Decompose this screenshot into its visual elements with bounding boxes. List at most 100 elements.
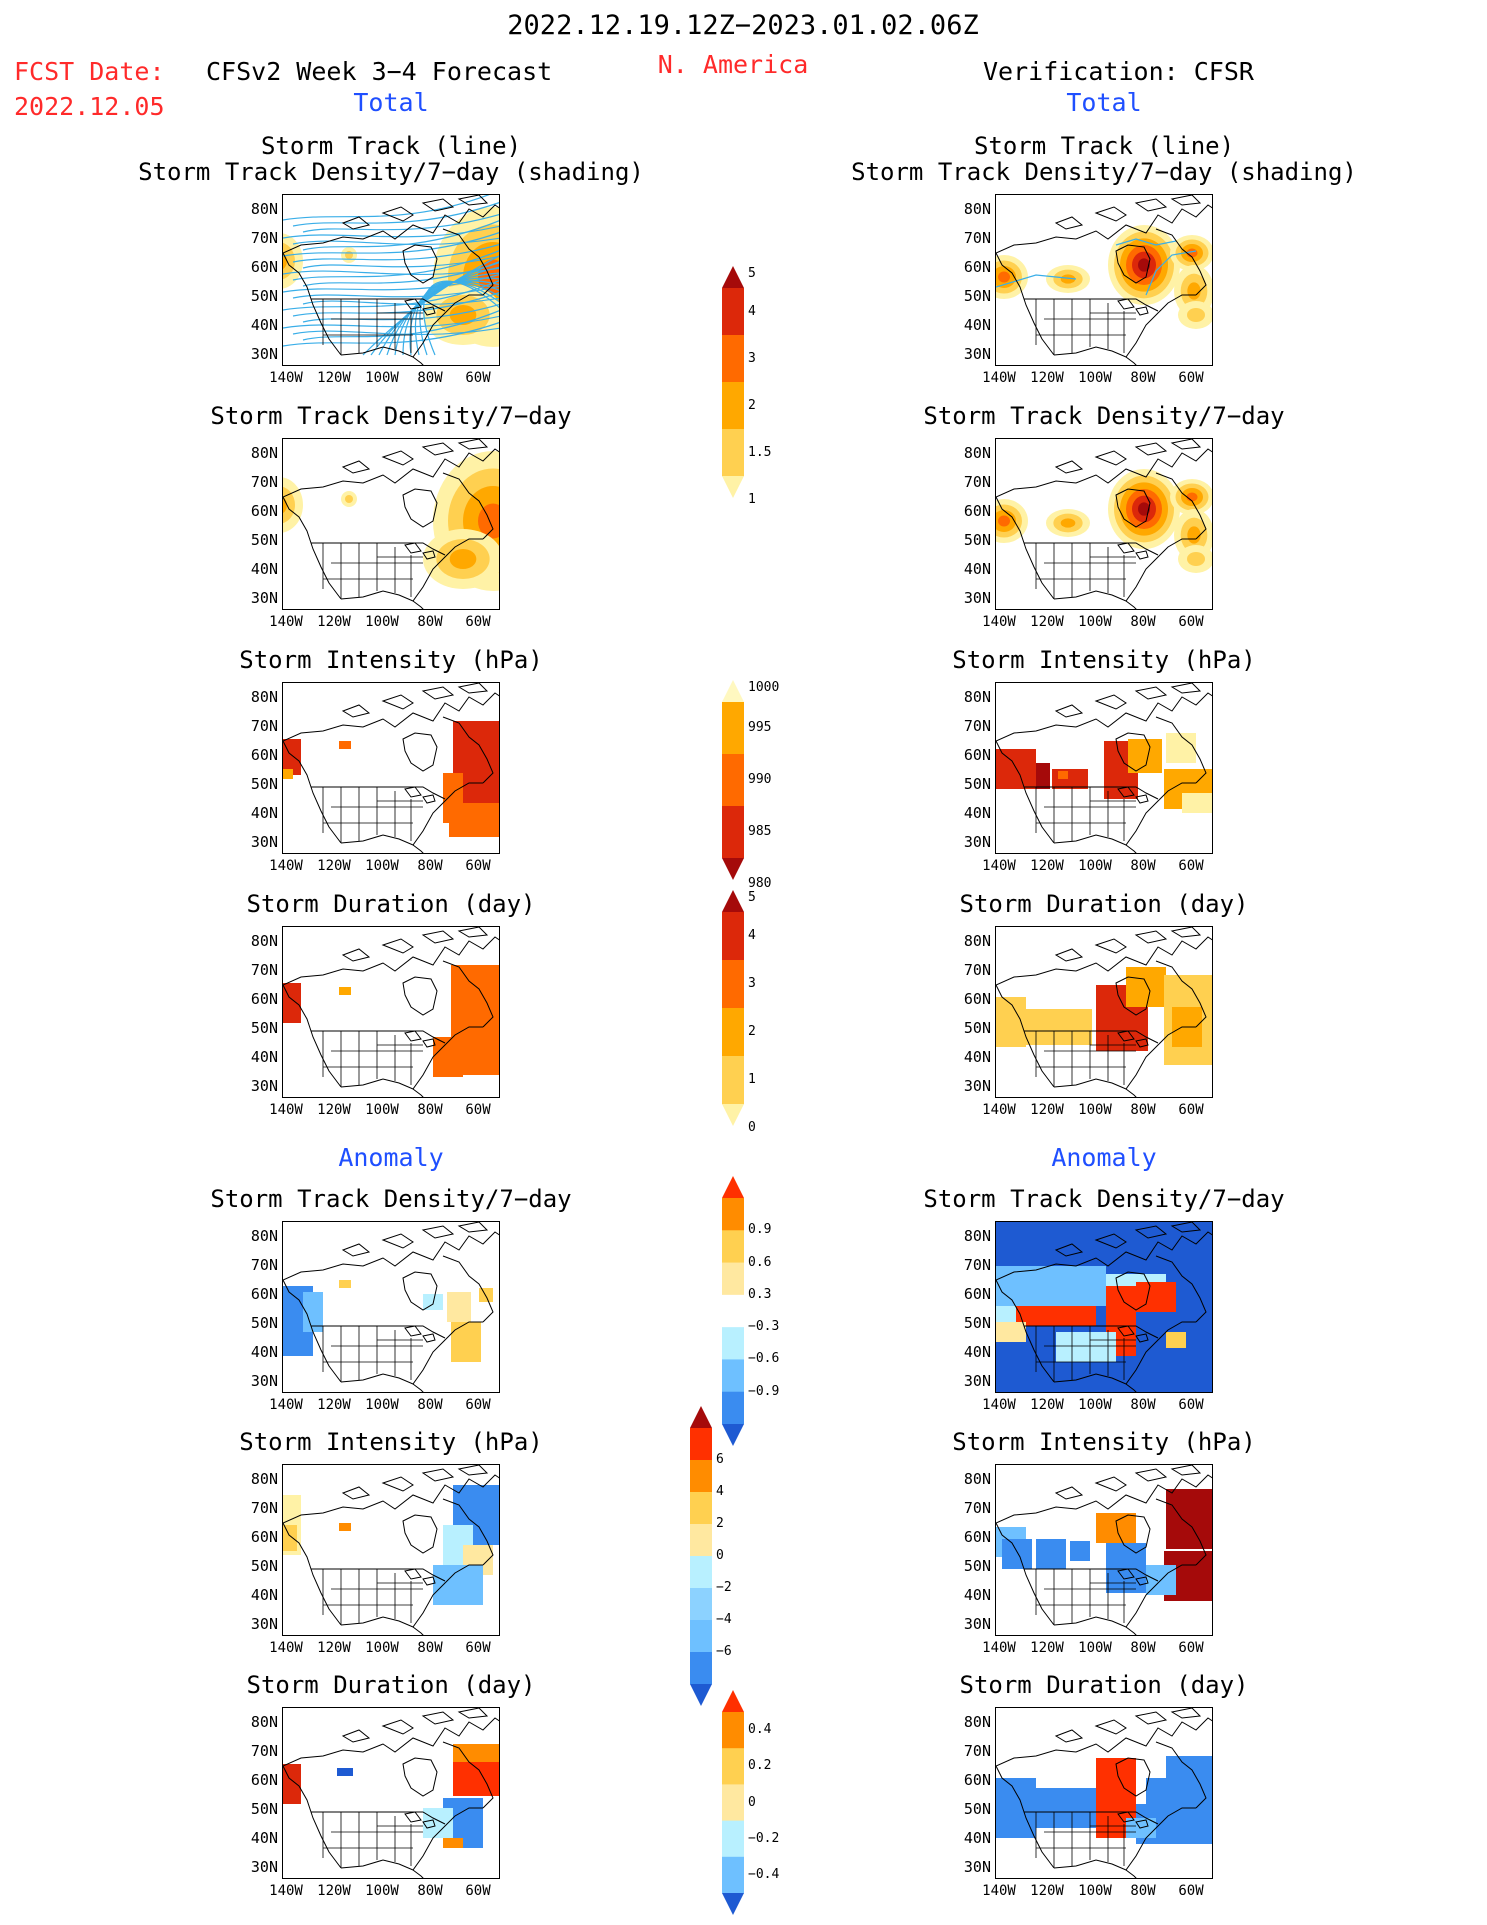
lat-tick-label: 80N	[250, 200, 278, 218]
density-blob	[345, 251, 353, 259]
lon-tick-label: 140W	[982, 614, 1016, 630]
colorbar-bottom-cap	[722, 1104, 744, 1126]
lon-tick-label: 100W	[365, 1883, 399, 1899]
lat-tick-label: 50N	[963, 775, 991, 793]
lon-tick-label: 100W	[1078, 1640, 1112, 1656]
lat-tick-label: 30N	[963, 1858, 991, 1876]
lon-tick-label: 100W	[1078, 370, 1112, 386]
density-blob	[998, 271, 1010, 283]
map-panel-fc-duration	[282, 926, 500, 1098]
lat-tick-label: 50N	[250, 287, 278, 305]
state-borders	[1035, 543, 1136, 599]
lon-tick-label: 140W	[982, 1397, 1016, 1413]
density-blob	[1186, 248, 1198, 258]
lat-tick-label: 30N	[250, 1858, 278, 1876]
map-panel-fc-anom-density	[282, 1221, 500, 1393]
lon-tick-label: 140W	[269, 1640, 303, 1656]
lat-tick-label: 60N	[963, 1771, 991, 1789]
lon-tick-label: 120W	[317, 1102, 351, 1118]
colorbar-tick-label: −2	[716, 1580, 732, 1595]
lat-tick-label: 70N	[250, 1742, 278, 1760]
lon-tick-label: 80W	[1130, 1397, 1156, 1413]
title-track-line-left: Storm Track (line)	[260, 132, 522, 160]
map-canvas	[283, 1465, 499, 1635]
lon-tick-label: 60W	[1178, 1640, 1204, 1656]
lon-tick-label: 140W	[982, 1640, 1016, 1656]
state-borders	[322, 543, 423, 599]
lon-tick-label: 80W	[1130, 370, 1156, 386]
state-borders	[1035, 1569, 1136, 1625]
shade-cell	[1128, 739, 1162, 773]
lon-tick-label: 80W	[417, 1883, 443, 1899]
density-blob	[1187, 308, 1205, 322]
lat-tick-label: 40N	[250, 1343, 278, 1361]
lon-tick-label: 100W	[365, 370, 399, 386]
title-density-left: Storm Track Density/7−day	[210, 402, 572, 430]
colorbar-tick-label: 4	[748, 303, 756, 319]
lat-tick-label: 50N	[250, 1557, 278, 1575]
lon-tick-label: 100W	[1078, 1102, 1112, 1118]
map-canvas	[283, 195, 499, 365]
coastline-map	[283, 1222, 499, 1392]
colorbar-tick-label: 1	[748, 1072, 756, 1087]
shade-cell	[337, 1768, 353, 1776]
lon-tick-label: 140W	[269, 614, 303, 630]
total-label-right: Total	[1066, 88, 1142, 117]
lat-tick-label: 60N	[250, 502, 278, 520]
lat-tick-label: 70N	[963, 961, 991, 979]
colorbar-segment	[690, 1652, 712, 1685]
lat-tick-label: 30N	[250, 833, 278, 851]
title-track-line-right: Storm Track (line)	[973, 132, 1235, 160]
colorbar-segment	[690, 1428, 712, 1461]
lat-tick-label: 80N	[963, 1227, 991, 1245]
lat-tick-label: 80N	[250, 932, 278, 950]
lon-tick-label: 60W	[1178, 858, 1204, 874]
coastline-map	[283, 195, 499, 365]
lat-tick-label: 50N	[250, 1019, 278, 1037]
map-canvas	[996, 439, 1212, 609]
colorbar-top-cap	[722, 266, 744, 288]
colorbar-segment	[722, 1262, 744, 1296]
colorbar-tick-label: 990	[748, 772, 772, 787]
colorbar-bottom-cap	[722, 858, 744, 880]
lon-tick-label: 80W	[417, 858, 443, 874]
title-track-shading-left: Storm Track Density/7−day (shading)	[138, 158, 644, 186]
shade-cell	[447, 1292, 471, 1322]
lat-tick-label: 70N	[963, 1742, 991, 1760]
lat-tick-label: 60N	[250, 746, 278, 764]
lat-tick-label: 40N	[250, 560, 278, 578]
lon-tick-label: 80W	[417, 1397, 443, 1413]
colorbar-segment	[722, 1198, 744, 1231]
lon-tick-label: 100W	[365, 1102, 399, 1118]
colorbar-tick-label: 0.3	[748, 1286, 772, 1302]
density-blob	[1060, 274, 1076, 284]
density-blob	[1187, 526, 1201, 544]
coastline-map	[996, 1222, 1212, 1392]
colorbar-tick-label: 980	[748, 876, 772, 891]
colorbar-segment	[722, 1327, 744, 1360]
lat-tick-label: 40N	[963, 560, 991, 578]
lat-tick-label: 50N	[250, 775, 278, 793]
lat-tick-label: 70N	[250, 1499, 278, 1517]
lat-tick-label: 40N	[963, 316, 991, 334]
colorbar-segment	[722, 429, 744, 477]
shade-cell	[339, 1523, 351, 1531]
colorbar-segment	[722, 1712, 744, 1749]
lon-tick-label: 60W	[1178, 1883, 1204, 1899]
lat-tick-label: 80N	[963, 200, 991, 218]
lat-tick-label: 80N	[963, 932, 991, 950]
lat-tick-label: 70N	[963, 717, 991, 735]
colorbar-segment	[690, 1556, 712, 1589]
colorbar-tick-label: 3	[748, 976, 756, 991]
colorbar-segment	[722, 1056, 744, 1105]
lon-tick-label: 100W	[1078, 1883, 1112, 1899]
map-panel-ver-anom-intensity	[995, 1464, 1213, 1636]
lat-tick-label: 40N	[250, 1829, 278, 1847]
lon-tick-label: 120W	[1030, 1102, 1064, 1118]
fcst-date-value: 2022.12.05	[14, 92, 165, 121]
lat-tick-label: 70N	[250, 961, 278, 979]
lon-tick-label: 60W	[1178, 1102, 1204, 1118]
shade-cell	[283, 769, 293, 779]
shade-cell	[283, 739, 301, 775]
shade-cell	[451, 1322, 481, 1362]
